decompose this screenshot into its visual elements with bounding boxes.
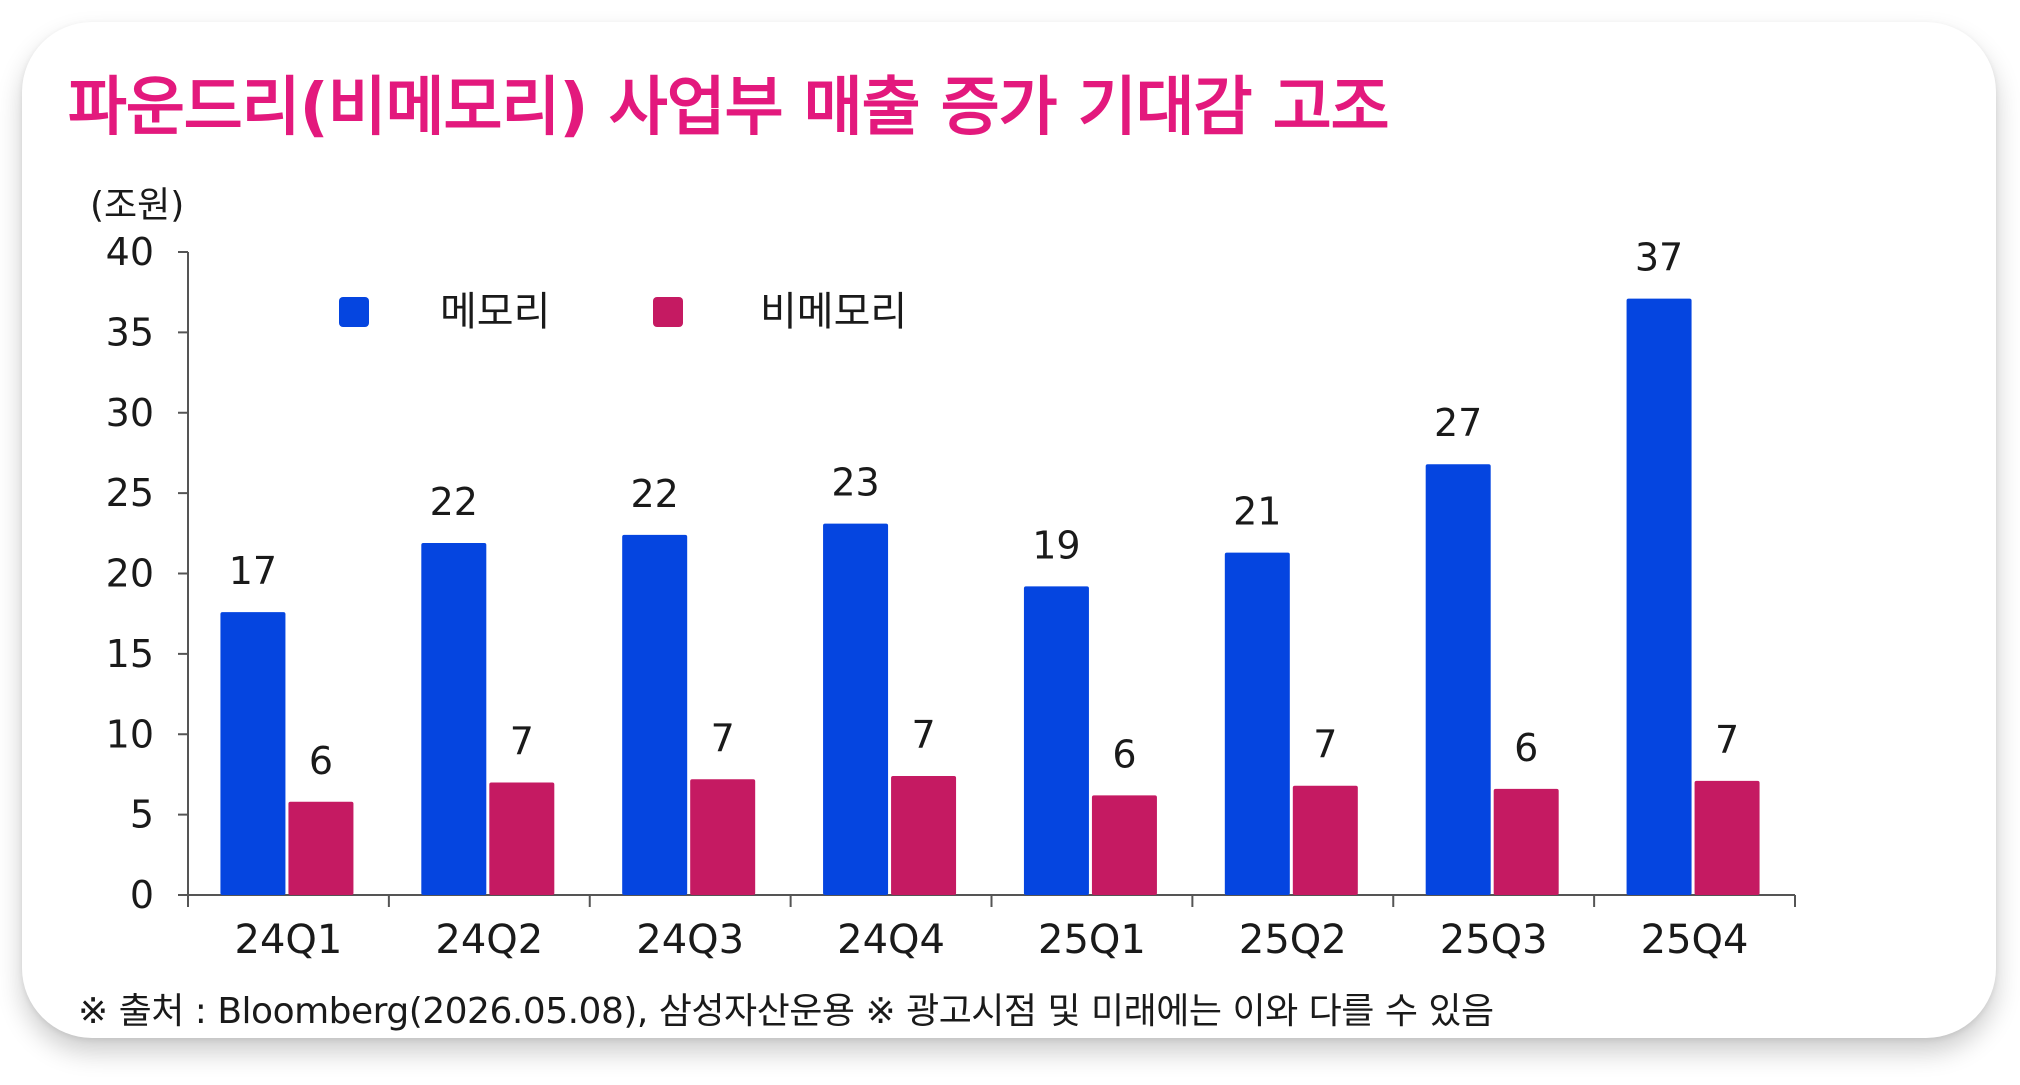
y-tick-label: 10 <box>106 712 154 756</box>
data-label-non-memory: 6 <box>1112 732 1136 776</box>
data-label-non-memory: 7 <box>911 713 935 757</box>
x-tick-label: 25Q3 <box>1440 917 1548 963</box>
x-tick-label: 24Q3 <box>636 917 744 963</box>
bar-memory <box>1023 586 1089 895</box>
data-label-memory: 27 <box>1434 401 1482 445</box>
data-label-non-memory: 6 <box>309 739 333 783</box>
chart-title: 파운드리(비메모리) 사업부 매출 증가 기대감 고조 <box>68 71 1390 145</box>
data-label-non-memory: 7 <box>1313 723 1337 767</box>
data-label-non-memory: 7 <box>1715 718 1739 762</box>
bar-memory <box>1425 464 1491 895</box>
legend-swatch-non-memory <box>653 297 683 327</box>
bar-memory <box>220 612 286 895</box>
y-tick-label: 0 <box>130 873 154 917</box>
bar-memory <box>421 542 487 895</box>
bar-memory <box>622 534 688 895</box>
y-tick-label: 30 <box>106 391 154 435</box>
bar-non-memory <box>1694 780 1760 895</box>
x-tick-label: 24Q2 <box>435 917 543 963</box>
bar-memory <box>823 523 889 895</box>
bar-non-memory <box>690 779 756 895</box>
legend-swatch-memory <box>339 297 369 327</box>
data-label-non-memory: 7 <box>711 716 735 760</box>
x-tick-label: 25Q2 <box>1239 917 1347 963</box>
bar-non-memory <box>489 782 555 895</box>
x-tick-label: 24Q4 <box>837 917 945 963</box>
data-label-memory: 19 <box>1032 523 1080 567</box>
x-tick-label: 24Q1 <box>235 917 343 963</box>
y-tick-label: 40 <box>106 230 154 274</box>
y-tick-label: 5 <box>130 793 154 837</box>
legend-label-non-memory: 비메모리 <box>760 289 907 335</box>
data-label-memory: 37 <box>1635 236 1683 280</box>
data-label-non-memory: 7 <box>510 719 534 763</box>
bar-memory <box>1626 298 1692 895</box>
x-tick-label: 25Q4 <box>1641 917 1749 963</box>
y-axis-unit-label: (조원) <box>90 185 185 226</box>
x-tick-label: 25Q1 <box>1038 917 1146 963</box>
source-note: ※ 출처 : Bloomberg(2026.05.08), 삼성자산운용 ※ 광… <box>78 991 1494 1032</box>
data-label-memory: 17 <box>229 549 277 593</box>
bar-non-memory <box>1493 788 1559 895</box>
data-label-memory: 22 <box>430 480 478 524</box>
data-label-memory: 22 <box>631 472 679 516</box>
data-label-non-memory: 6 <box>1514 726 1538 770</box>
legend-label-memory: 메모리 <box>440 289 550 335</box>
bar-non-memory <box>1091 795 1157 895</box>
y-tick-label: 25 <box>106 471 154 515</box>
data-label-memory: 23 <box>831 461 879 505</box>
bar-non-memory <box>1292 785 1358 895</box>
bar-memory <box>1224 552 1290 895</box>
bar-non-memory <box>891 776 957 895</box>
y-tick-label: 15 <box>106 632 154 676</box>
y-tick-label: 20 <box>106 552 154 596</box>
bar-non-memory <box>288 801 354 895</box>
y-tick-label: 35 <box>106 310 154 354</box>
data-label-memory: 21 <box>1233 490 1281 534</box>
